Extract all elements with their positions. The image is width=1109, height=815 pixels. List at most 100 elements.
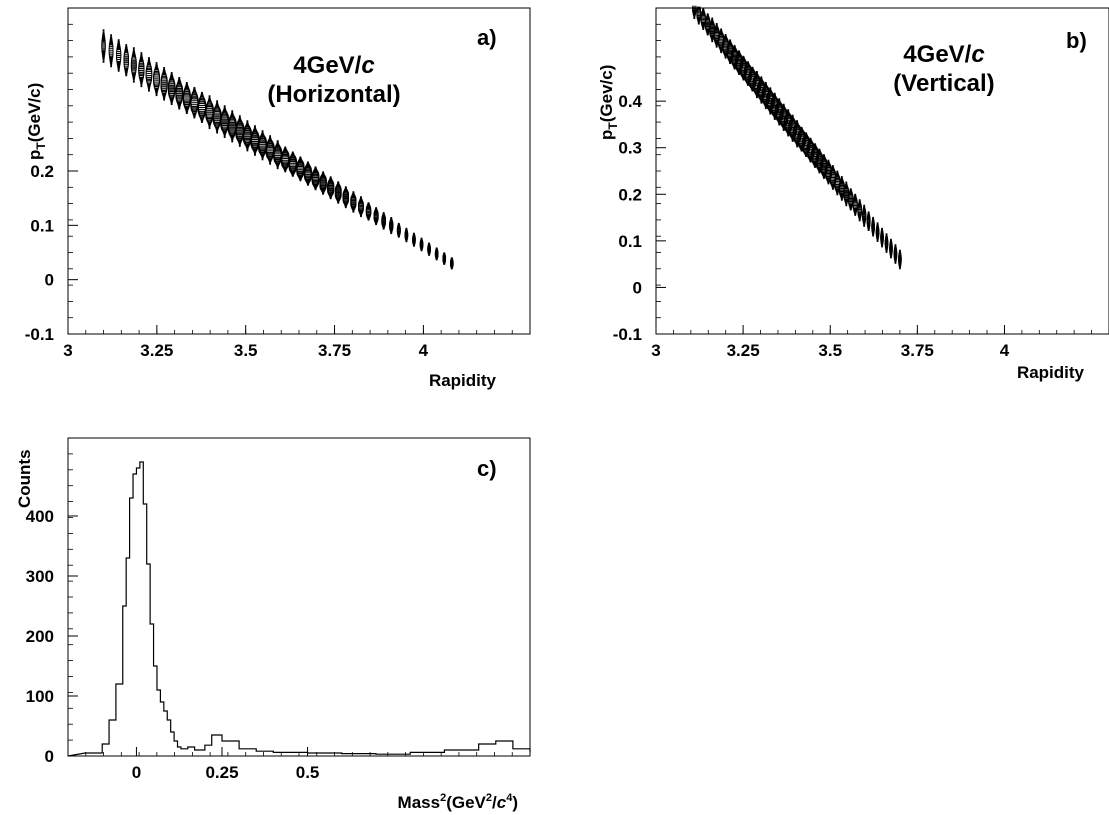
panel-a-point — [276, 167, 279, 170]
panel-a-point — [329, 176, 332, 179]
panel-a-point — [176, 84, 183, 92]
panel-b-frame — [655, 7, 1109, 335]
panel-a-point — [140, 52, 143, 54]
panel-a-ylabel: pT(GeV/c) — [25, 83, 48, 160]
panel-a-point — [147, 60, 151, 63]
panel-b-point — [872, 216, 875, 219]
panel-c-xtick-label: 0.25 — [205, 763, 238, 782]
panel-a-point — [206, 113, 214, 121]
panel-a-point — [110, 65, 113, 68]
panel-a-point — [322, 171, 325, 174]
panel-a-point — [337, 181, 340, 184]
panel-a-point — [117, 69, 120, 72]
panel-a-point — [216, 130, 219, 132]
panel-b-point — [697, 6, 701, 11]
panel-a-point — [238, 116, 241, 119]
panel-b-xtick-label: 3 — [651, 341, 660, 360]
panel-a-ticks: 3 3.25 3.5 3.75 4 -0.1 0 0.1 0.2 — [25, 7, 531, 360]
panel-b-point — [863, 225, 866, 227]
panel-a-point — [191, 94, 198, 102]
panel-a-point — [269, 136, 272, 139]
panel-c-ytick-label: 300 — [26, 567, 54, 586]
panel-b-point — [724, 33, 727, 36]
panel-a-point — [284, 146, 287, 149]
panel-a-point — [117, 67, 120, 70]
panel-a-xtick-label: 3.25 — [140, 341, 173, 360]
panel-a-point — [220, 114, 229, 123]
panel-a-point — [110, 36, 113, 39]
panel-c-ylabel: Counts — [15, 449, 34, 508]
panel-a-point — [132, 80, 135, 83]
panel-b-point — [760, 77, 763, 80]
panel-a-point — [258, 137, 267, 145]
panel-a-point — [344, 186, 347, 189]
panel-a-point — [238, 145, 241, 147]
panel-a-point — [102, 58, 105, 61]
panel-a-point — [435, 247, 438, 250]
panel-b-point — [876, 222, 879, 225]
panel-a-title-line1: 4GeV/c — [293, 52, 374, 79]
panel-b-point — [894, 244, 897, 247]
panel-b-xtick-label: 3.25 — [727, 341, 760, 360]
panel-a-point — [193, 86, 196, 89]
panel-a-point — [231, 112, 234, 116]
panel-a-point — [102, 34, 105, 38]
panel-a-point — [155, 94, 158, 97]
panel-a-point — [254, 154, 256, 156]
panel-c-xtick-label: 0 — [132, 763, 141, 782]
panel-a-point — [140, 53, 143, 56]
panel-a-point — [223, 106, 226, 109]
panel-a-point — [274, 147, 282, 155]
panel-a-point — [178, 107, 181, 110]
panel-a-point — [254, 125, 256, 128]
panel-a-point — [102, 29, 105, 32]
panel-b-point — [796, 120, 799, 122]
panel-c-ytick-label: 0 — [45, 747, 54, 766]
panel-b-point — [823, 154, 825, 157]
panel-c-tag: c) — [477, 456, 497, 481]
panel-a-point — [110, 34, 113, 37]
panel-a-point — [258, 138, 267, 147]
panel-b-point — [796, 121, 799, 124]
panel-a-point — [148, 57, 150, 59]
panel-a-point — [170, 103, 173, 106]
panel-b-point — [839, 192, 844, 197]
panel-a-title-line2: (Horizontal) — [267, 81, 400, 108]
panel-a-point — [238, 115, 241, 118]
panel-b-point — [845, 182, 848, 185]
panel-b-point — [700, 16, 706, 22]
panel-a-point — [216, 100, 219, 103]
panel-a-point — [235, 124, 244, 133]
panel-a-point — [155, 62, 158, 64]
panel-b-point — [711, 18, 714, 21]
panel-a-point — [251, 131, 259, 138]
panel-a-point — [215, 103, 219, 106]
panel-a-point — [213, 109, 222, 118]
panel-b-point — [702, 7, 705, 10]
panel-a-point — [216, 131, 219, 134]
panel-b-point — [764, 81, 767, 84]
panel-a-point — [170, 73, 173, 76]
panel-b-point — [760, 76, 763, 79]
panel-b-point — [778, 98, 781, 101]
panel-a-point — [102, 33, 105, 36]
panel-a-point — [109, 37, 113, 41]
panel-b-point — [706, 13, 709, 16]
panel-a-point — [162, 70, 166, 73]
panel-b-point — [836, 170, 839, 173]
panel-a-point — [223, 105, 226, 108]
panel-a-point — [243, 128, 252, 137]
panel-c-ticks: 0 0.25 0.5 0 100 200 300 400 — [26, 437, 531, 782]
panel-b-marks — [692, 5, 902, 270]
panel-c: 0 0.25 0.5 0 100 200 300 400 c) Counts Mass2(Ge… — [15, 437, 531, 812]
panel-a-point — [117, 42, 120, 46]
panel-b-point — [710, 34, 714, 38]
panel-a-point — [161, 75, 168, 82]
panel-c-xtick-label: 0.5 — [296, 763, 320, 782]
panel-b-point — [852, 202, 858, 208]
panel-a-point — [138, 66, 145, 73]
panel-a-xtick-label: 4 — [419, 341, 429, 360]
panel-b-point — [890, 238, 892, 241]
panel-b-point — [692, 5, 697, 11]
panel-a-point — [254, 126, 256, 129]
